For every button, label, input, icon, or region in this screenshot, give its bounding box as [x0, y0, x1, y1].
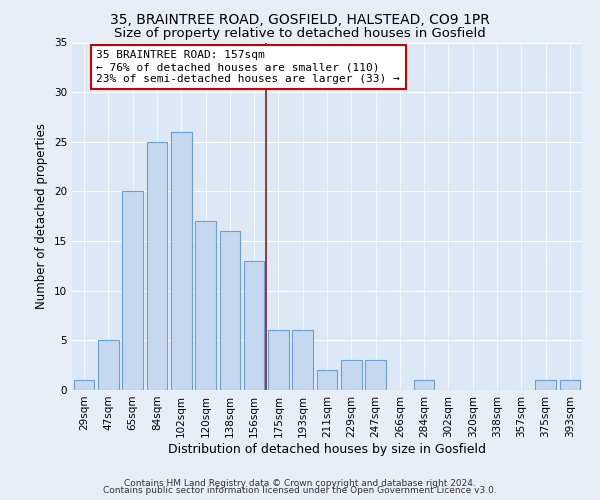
Text: Contains public sector information licensed under the Open Government Licence v3: Contains public sector information licen… [103, 486, 497, 495]
Bar [195, 221, 216, 390]
Y-axis label: Number of detached properties: Number of detached properties [35, 123, 49, 309]
Bar [220, 231, 240, 390]
Bar [341, 360, 362, 390]
Bar [122, 192, 143, 390]
Text: 35, BRAINTREE ROAD, GOSFIELD, HALSTEAD, CO9 1PR: 35, BRAINTREE ROAD, GOSFIELD, HALSTEAD, … [110, 12, 490, 26]
Text: Size of property relative to detached houses in Gosfield: Size of property relative to detached ho… [114, 28, 486, 40]
Bar [317, 370, 337, 390]
Bar [171, 132, 191, 390]
Bar [560, 380, 580, 390]
Bar [268, 330, 289, 390]
Text: 35 BRAINTREE ROAD: 157sqm
← 76% of detached houses are smaller (110)
23% of semi: 35 BRAINTREE ROAD: 157sqm ← 76% of detac… [96, 50, 400, 84]
Bar [365, 360, 386, 390]
Bar [292, 330, 313, 390]
X-axis label: Distribution of detached houses by size in Gosfield: Distribution of detached houses by size … [168, 442, 486, 456]
Bar [74, 380, 94, 390]
Bar [535, 380, 556, 390]
Text: Contains HM Land Registry data © Crown copyright and database right 2024.: Contains HM Land Registry data © Crown c… [124, 478, 476, 488]
Bar [414, 380, 434, 390]
Bar [244, 261, 265, 390]
Bar [146, 142, 167, 390]
Bar [98, 340, 119, 390]
